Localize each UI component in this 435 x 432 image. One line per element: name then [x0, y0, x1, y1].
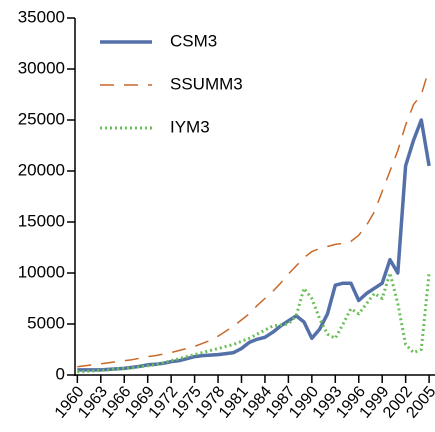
y-tick-label: 25000	[18, 109, 65, 128]
y-tick-label: 5000	[27, 313, 65, 332]
y-tick-label: 30000	[18, 58, 65, 77]
y-tick-label: 35000	[18, 7, 65, 26]
series-line	[77, 118, 431, 372]
legend-label: CSM3	[170, 31, 217, 50]
y-tick-label: 20000	[18, 160, 65, 179]
y-tick-label: 0	[56, 364, 65, 383]
series-line	[77, 271, 431, 374]
y-tick-label: 10000	[18, 262, 65, 281]
legend-label: SSUMM3	[170, 74, 243, 93]
series-line	[77, 68, 430, 368]
y-tick-label: 15000	[18, 211, 65, 230]
legend-label: IYM3	[170, 117, 210, 136]
